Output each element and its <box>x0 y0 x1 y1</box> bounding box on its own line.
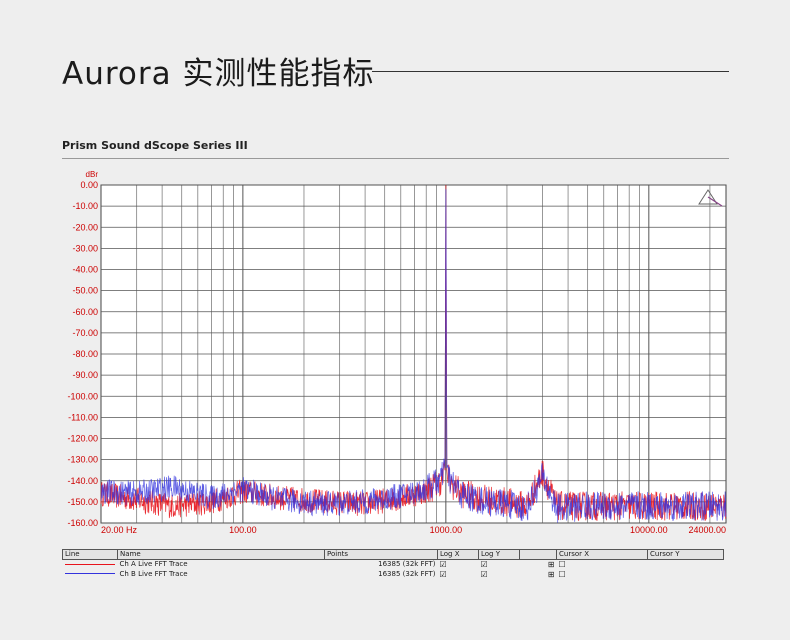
chart-traces <box>100 184 727 523</box>
y-axis-label: dBr <box>86 170 99 179</box>
cursor-x-checkbox[interactable]: ☐ <box>558 569 566 579</box>
cursor-triangle <box>698 189 718 205</box>
y-tick-label: -60.00 <box>72 307 98 317</box>
y-tick-label: -30.00 <box>72 243 98 253</box>
line-swatch <box>63 560 118 570</box>
trace-points: 16385 (32k FFT) <box>378 560 436 569</box>
series-line <box>100 189 727 523</box>
cursor-icon[interactable] <box>698 189 723 207</box>
trace-legend-table: Line Name Points Log X Log Y Cursor X Cu… <box>62 549 724 579</box>
chart-grid <box>100 184 727 524</box>
col-header-line: Line <box>62 549 118 560</box>
table-row[interactable]: Ch B Live FFT Trace 16385 (32k FFT) ☑ ☑ … <box>63 570 724 580</box>
chart-source-label: Prism Sound dScope Series III <box>62 139 248 152</box>
trace-name: Ch B Live FFT Trace <box>119 569 188 578</box>
y-tick-label: -70.00 <box>72 328 98 338</box>
expand-icon[interactable]: ⊞ <box>547 560 555 569</box>
x-tick-label: 10000.00 <box>630 525 668 535</box>
table-row[interactable]: Ch A Live FFT Trace 16385 (32k FFT) ☑ ☑ … <box>63 560 724 570</box>
x-tick-label: 1000.00 <box>430 525 463 535</box>
logx-checkbox[interactable]: ☑ <box>439 569 447 579</box>
y-tick-label: -160.00 <box>67 518 98 528</box>
fft-chart: 0.00 -10.00 -20.00 -30.00 -40.00 -50.00 -60.00… <box>67 170 727 535</box>
x-tick-label: 100.00 <box>229 525 257 535</box>
logy-checkbox[interactable]: ☑ <box>480 569 488 579</box>
logx-checkbox[interactable]: ☑ <box>439 560 447 569</box>
y-tick-label: -120.00 <box>67 434 98 444</box>
col-header-points: Points <box>324 549 438 560</box>
y-tick-label: -10.00 <box>72 201 98 211</box>
trace-points: 16385 (32k FFT) <box>378 569 436 578</box>
y-tick-labels: 0.00 -10.00 -20.00 -30.00 -40.00 -50.00 -60.00… <box>67 180 98 528</box>
x-tick-label: 24000.00 <box>688 525 726 535</box>
y-tick-label: -150.00 <box>67 497 98 507</box>
expand-icon[interactable]: ⊞ <box>547 569 555 579</box>
title-divider <box>372 71 729 72</box>
page-title: Aurora 实测性能指标 <box>62 56 375 92</box>
cursor-x-checkbox[interactable]: ☐ <box>558 560 566 569</box>
y-tick-label: 0.00 <box>80 180 98 190</box>
col-header-name: Name <box>117 549 325 560</box>
y-tick-label: -90.00 <box>72 370 98 380</box>
y-tick-label: -110.00 <box>68 412 98 422</box>
cursor-pointer <box>707 196 723 207</box>
y-tick-label: -20.00 <box>72 222 98 232</box>
y-tick-label: -140.00 <box>67 476 98 486</box>
y-tick-label: -40.00 <box>72 265 98 275</box>
y-tick-label: -80.00 <box>72 349 98 359</box>
x-tick-labels: 20.00 Hz 100.00 1000.00 10000.00 24000.00 <box>101 525 726 535</box>
logy-checkbox[interactable]: ☑ <box>480 560 488 569</box>
subtitle-divider <box>62 158 729 159</box>
y-tick-label: -100.00 <box>67 391 98 401</box>
line-swatch <box>63 570 118 580</box>
col-header-cursor-x: Cursor X <box>556 549 648 560</box>
x-tick-label: 20.00 Hz <box>101 525 138 535</box>
trace-name: Ch A Live FFT Trace <box>119 560 188 569</box>
col-header-logy: Log Y <box>478 549 520 560</box>
col-header-cursor-y: Cursor Y <box>647 549 724 560</box>
col-header-extra <box>519 549 557 560</box>
col-header-logx: Log X <box>437 549 479 560</box>
y-tick-label: -130.00 <box>67 455 98 465</box>
y-tick-label: -50.00 <box>72 286 98 296</box>
